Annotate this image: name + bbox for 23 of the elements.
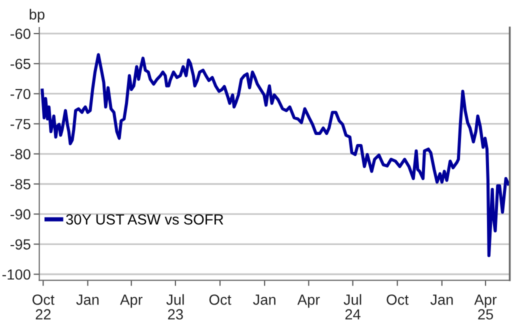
y-axis-title: bp [30,8,44,22]
x-tick-label: Oct [386,294,409,305]
x-tick-label: Apr [297,294,320,308]
x-tick-label: Jan [253,294,276,305]
y-tick-label: -85 [10,179,30,190]
x-tick-label: Jul 24 [344,294,362,320]
y-tick-label: -95 [10,239,30,250]
y-tick-label: -70 [10,88,30,100]
line-series [40,53,510,258]
x-tick-label: Apr 25 [474,294,497,320]
x-tick-label: Oct 22 [32,294,54,320]
y-tick-label: -60 [10,28,30,39]
y-tick-label: -75 [10,119,30,130]
legend-label: 30Y UST ASW vs SOFR [66,214,224,225]
y-tick-label: -65 [10,58,30,70]
y-tick-label: -90 [10,209,30,220]
x-tick-label: Jan [430,294,453,305]
x-tick-label: Apr [120,294,142,308]
y-tick-label: -80 [10,149,30,160]
x-tick-label: Jan [76,294,99,305]
y-tick-label: -100 [2,269,30,280]
x-tick-label: Jul 23 [166,294,184,320]
x-tick-label: Oct [209,294,232,305]
